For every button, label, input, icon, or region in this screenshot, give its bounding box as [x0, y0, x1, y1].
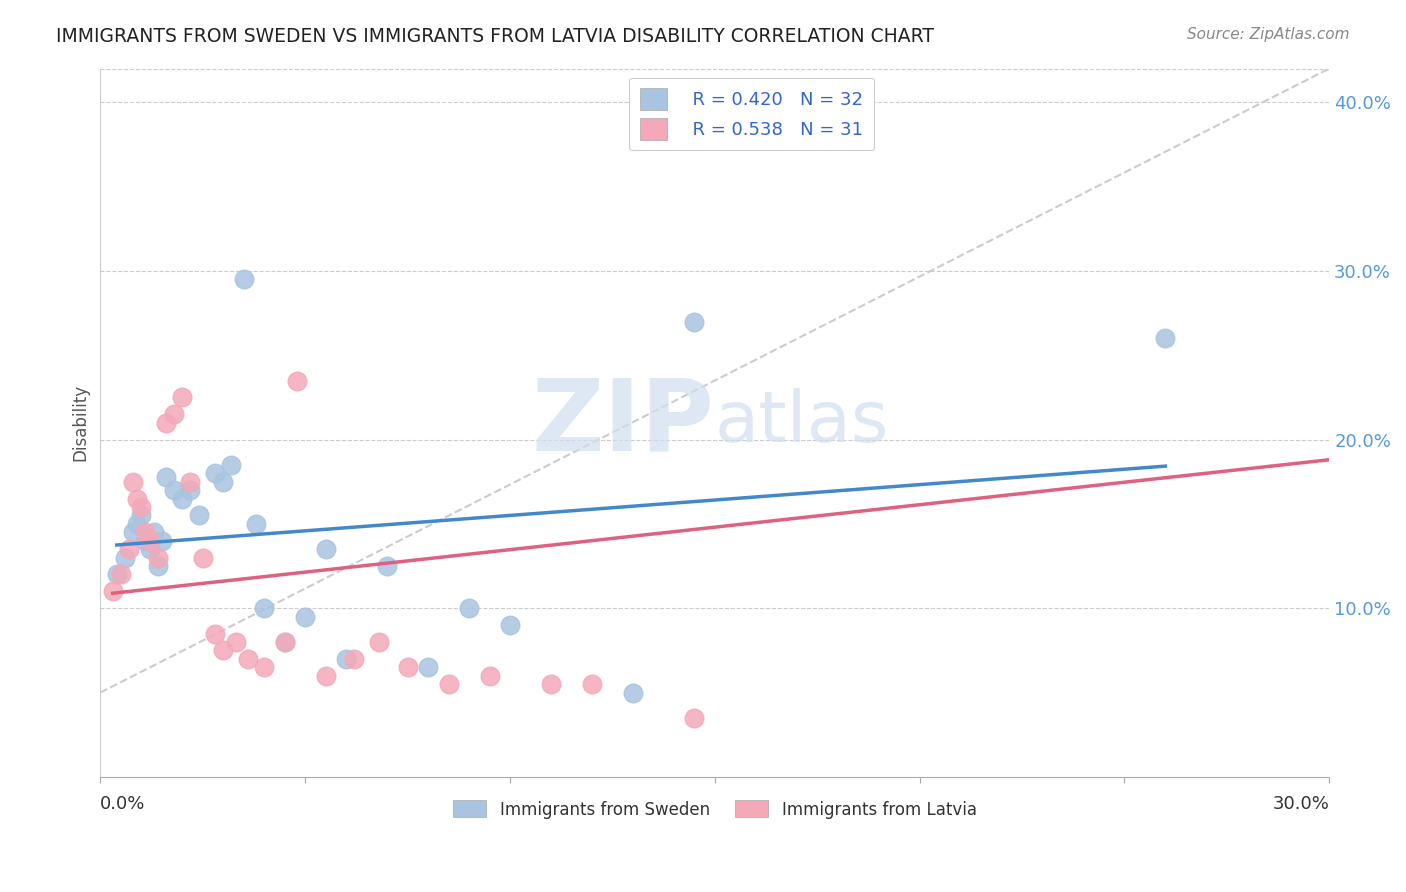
Point — [142, 525, 165, 540]
Point — [146, 559, 169, 574]
Point — [315, 542, 337, 557]
Point — [225, 635, 247, 649]
Point — [179, 483, 201, 498]
Point — [335, 652, 357, 666]
Point — [315, 668, 337, 682]
Point — [683, 711, 706, 725]
Point — [245, 516, 267, 531]
Point — [367, 635, 389, 649]
Point — [212, 475, 235, 489]
Point — [253, 660, 276, 674]
Text: IMMIGRANTS FROM SWEDEN VS IMMIGRANTS FROM LATVIA DISABILITY CORRELATION CHART: IMMIGRANTS FROM SWEDEN VS IMMIGRANTS FRO… — [56, 27, 934, 45]
Point — [437, 677, 460, 691]
Point — [294, 609, 316, 624]
Point — [683, 314, 706, 328]
Point — [101, 584, 124, 599]
Point — [499, 618, 522, 632]
Text: ZIP: ZIP — [531, 374, 714, 471]
Point — [478, 668, 501, 682]
Point — [114, 550, 136, 565]
Point — [253, 601, 276, 615]
Y-axis label: Disability: Disability — [72, 384, 89, 461]
Point — [131, 500, 153, 514]
Point — [105, 567, 128, 582]
Point — [416, 660, 439, 674]
Point — [581, 677, 603, 691]
Point — [127, 516, 149, 531]
Point — [212, 643, 235, 657]
Point — [458, 601, 481, 615]
Point — [285, 374, 308, 388]
Point — [163, 407, 186, 421]
Point — [343, 652, 366, 666]
Point — [122, 525, 145, 540]
Point — [204, 626, 226, 640]
Point — [138, 533, 160, 548]
Point — [163, 483, 186, 498]
Point — [187, 508, 209, 523]
Point — [204, 467, 226, 481]
Text: Source: ZipAtlas.com: Source: ZipAtlas.com — [1187, 27, 1350, 42]
Point — [1154, 331, 1177, 345]
Legend: Immigrants from Sweden, Immigrants from Latvia: Immigrants from Sweden, Immigrants from … — [447, 794, 983, 825]
Point — [134, 533, 156, 548]
Point — [138, 542, 160, 557]
Point — [232, 272, 254, 286]
Point — [540, 677, 562, 691]
Text: atlas: atlas — [714, 388, 889, 458]
Point — [150, 533, 173, 548]
Point — [134, 525, 156, 540]
Point — [375, 559, 398, 574]
Point — [221, 458, 243, 472]
Point — [172, 491, 194, 506]
Point — [110, 567, 132, 582]
Point — [236, 652, 259, 666]
Text: 30.0%: 30.0% — [1272, 795, 1329, 813]
Point — [118, 542, 141, 557]
Point — [146, 550, 169, 565]
Point — [122, 475, 145, 489]
Point — [396, 660, 419, 674]
Point — [191, 550, 214, 565]
Point — [155, 416, 177, 430]
Point — [155, 469, 177, 483]
Point — [273, 635, 295, 649]
Point — [273, 635, 295, 649]
Point — [179, 475, 201, 489]
Point — [172, 391, 194, 405]
Point — [127, 491, 149, 506]
Point — [621, 685, 644, 699]
Point — [131, 508, 153, 523]
Text: 0.0%: 0.0% — [100, 795, 146, 813]
